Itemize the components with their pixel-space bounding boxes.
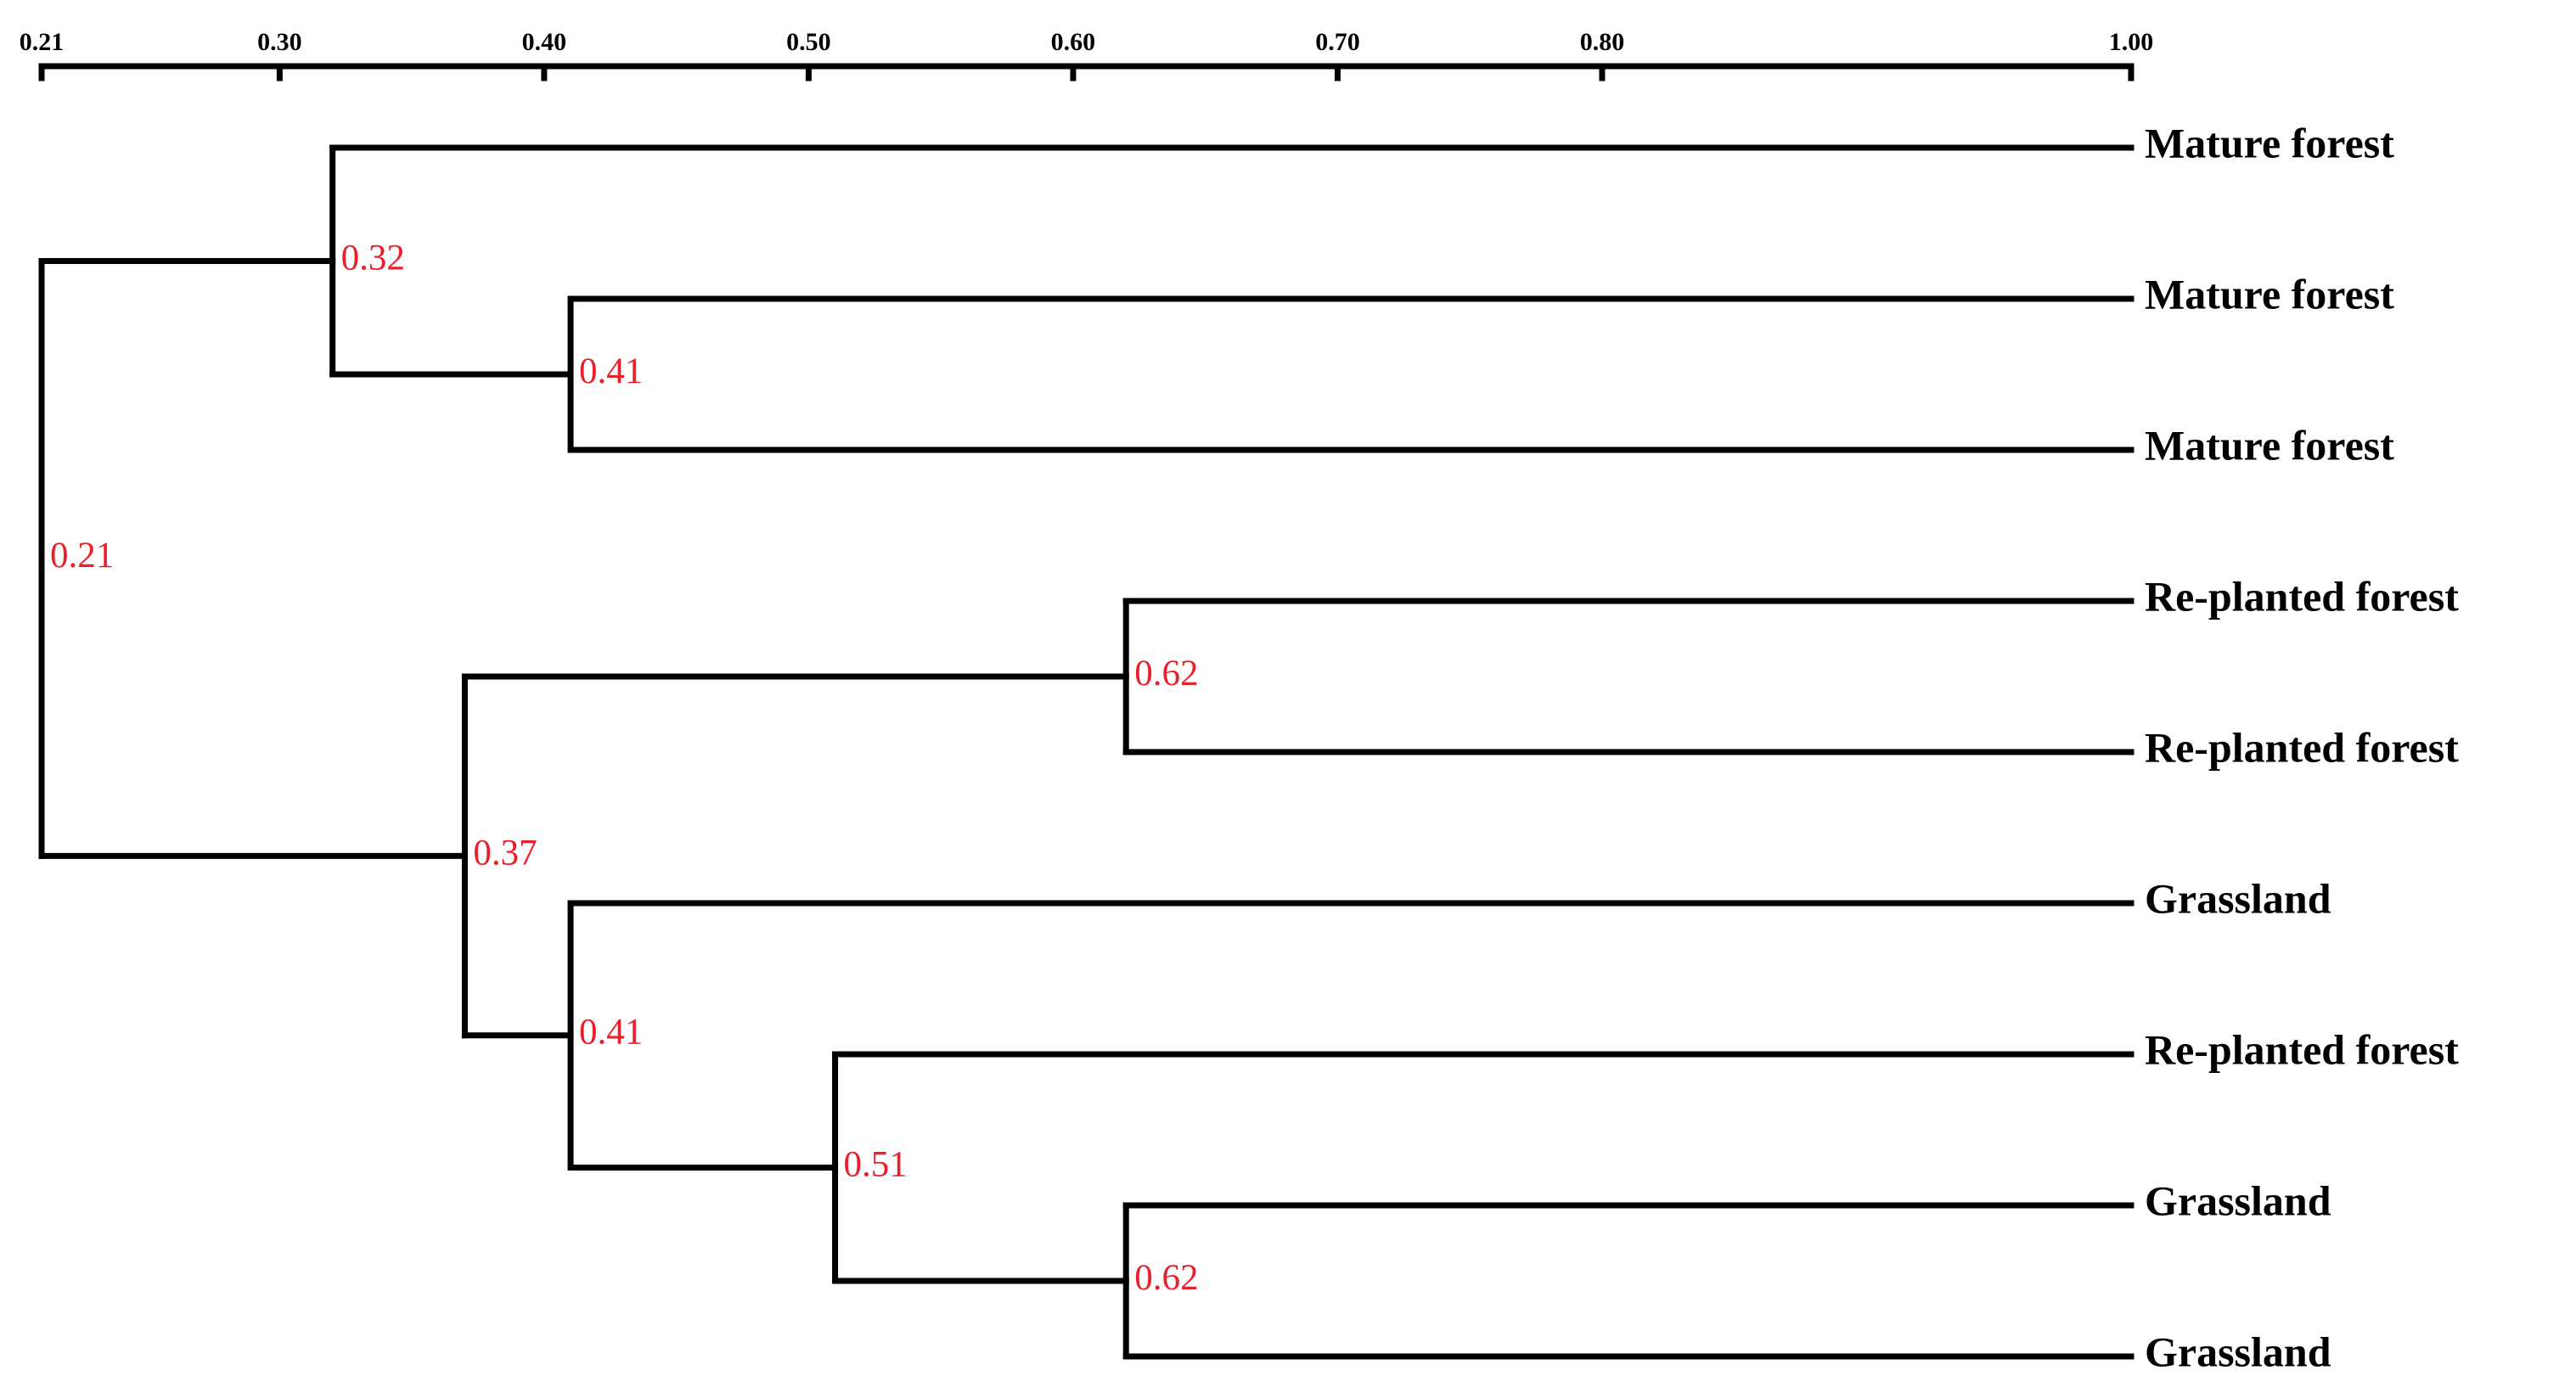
node-label: 0.62 — [1134, 654, 1198, 694]
node-label: 0.62 — [1134, 1258, 1198, 1298]
leaf-label: Re-planted forest — [2145, 723, 2459, 771]
leaf-label: Grassland — [2145, 874, 2331, 922]
x-tick-label: 0.50 — [786, 28, 831, 56]
x-tick-label: 0.21 — [20, 28, 65, 56]
leaf-label: Grassland — [2145, 1328, 2331, 1375]
leaf-label: Mature forest — [2145, 270, 2394, 317]
leaf-label: Mature forest — [2145, 421, 2394, 469]
node-label: 0.41 — [579, 1013, 643, 1053]
leaf-label: Re-planted forest — [2145, 572, 2459, 620]
x-tick-label: 0.30 — [257, 28, 302, 56]
leaf-label: Grassland — [2145, 1176, 2331, 1224]
leaf-label: Mature forest — [2145, 119, 2394, 166]
node-label: 0.21 — [50, 536, 114, 576]
node-label: 0.32 — [341, 238, 405, 278]
leaf-label: Re-planted forest — [2145, 1025, 2459, 1073]
x-tick-label: 1.00 — [2109, 28, 2154, 56]
x-tick-label: 0.80 — [1580, 28, 1625, 56]
x-tick-label: 0.60 — [1051, 28, 1096, 56]
node-label: 0.37 — [473, 833, 537, 873]
node-label: 0.41 — [579, 351, 643, 391]
node-label: 0.51 — [844, 1144, 908, 1184]
x-tick-label: 0.70 — [1315, 28, 1360, 56]
x-tick-label: 0.40 — [522, 28, 567, 56]
